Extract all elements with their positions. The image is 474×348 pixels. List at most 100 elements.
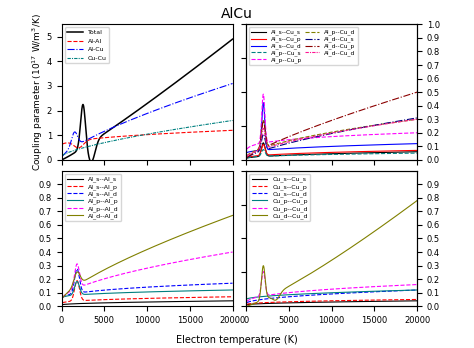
Cu-Cu	[60, 153, 65, 157]
Cu_p--Cu_p	[414, 288, 420, 292]
Al_s--Al_p	[142, 296, 148, 301]
Cu_d--Cu_d	[409, 202, 415, 206]
Al_s--Cu_d	[322, 144, 328, 149]
Al_s--Al_d	[225, 281, 230, 285]
Cu_s--Cu_s	[410, 299, 415, 303]
Al_s--Cu_s	[244, 156, 250, 160]
Cu_s--Cu_p	[410, 298, 415, 302]
Cu_d--Cu_d	[244, 304, 250, 308]
Line: Cu_d--Cu_d: Cu_d--Cu_d	[247, 200, 417, 306]
Al_p--Cu_d	[322, 131, 328, 135]
Line: Al_s--Cu_s: Al_s--Cu_s	[247, 143, 417, 158]
Al_p--Cu_d	[410, 118, 415, 122]
Al_s--Al_s	[138, 300, 144, 304]
Al_s--Cu_d	[244, 150, 250, 155]
Total	[225, 41, 230, 45]
Text: Electron temperature (K): Electron temperature (K)	[176, 334, 298, 345]
Al_p--Al_d	[60, 295, 65, 300]
Cu_d--Cu_d	[253, 301, 259, 305]
Al_p--Cu_p	[253, 142, 259, 147]
Al_p--Al_d	[138, 268, 144, 272]
Al_p--Cu_s	[261, 148, 266, 152]
Cu_p--Cu_p	[244, 297, 250, 301]
Al-Cu	[225, 83, 230, 87]
Legend: Cu_s--Cu_s, Cu_s--Cu_p, Cu_s--Cu_d, Cu_p--Cu_p, Cu_p--Cu_d, Cu_d--Cu_d: Cu_s--Cu_s, Cu_s--Cu_p, Cu_s--Cu_d, Cu_p…	[249, 174, 310, 221]
Al_d--Cu_s	[410, 117, 415, 121]
Cu-Cu	[68, 149, 74, 153]
Al_p--Al_d	[68, 288, 74, 292]
Cu_s--Cu_d	[244, 300, 250, 304]
Al_d--Cu_s	[327, 132, 333, 136]
Al_p--Al_p	[60, 295, 65, 299]
Al_p--Al_p	[138, 290, 144, 294]
Cu_s--Cu_d	[322, 292, 328, 296]
Al-Cu	[225, 83, 230, 87]
Al_d--Cu_d	[409, 118, 415, 122]
Line: Al_p--Al_p: Al_p--Al_p	[63, 282, 233, 297]
Al_p--Cu_d	[414, 117, 420, 121]
Al_p--Cu_s	[414, 151, 420, 155]
Al_s--Al_s	[68, 302, 74, 306]
Al_p--Al_p	[68, 293, 74, 297]
Line: Cu_p--Cu_p: Cu_p--Cu_p	[247, 290, 417, 299]
Al_d--Al_d	[230, 213, 236, 218]
Al_d--Cu_d	[378, 122, 384, 127]
Al_p--Al_p	[193, 288, 199, 293]
Line: Al_s--Al_s: Al_s--Al_s	[63, 301, 233, 304]
Al-Al	[60, 142, 65, 146]
Al_s--Cu_d	[253, 149, 259, 153]
Al_p--Cu_s	[378, 151, 384, 156]
Al_p--Al_p	[74, 279, 80, 284]
Al-Al	[193, 130, 199, 134]
Al-Al	[68, 142, 74, 146]
Al_d--Cu_d	[410, 118, 415, 122]
Cu_d--Cu_d	[322, 262, 328, 267]
Line: Cu_s--Cu_s: Cu_s--Cu_s	[247, 301, 417, 304]
Al_s--Al_d	[74, 267, 80, 271]
Cu_p--Cu_d	[322, 287, 328, 292]
Al_p--Cu_d	[327, 130, 333, 135]
Cu_s--Cu_p	[322, 299, 328, 303]
Cu_p--Cu_d	[410, 283, 415, 287]
Al_s--Al_p	[225, 295, 230, 299]
Cu_p--Cu_d	[410, 283, 415, 287]
Line: Al_d--Cu_d: Al_d--Cu_d	[247, 119, 417, 156]
Al_d--Cu_d	[327, 131, 333, 135]
Cu_s--Cu_s	[378, 299, 384, 303]
Al_p--Cu_s	[410, 151, 415, 155]
Line: Al_s--Cu_d: Al_s--Cu_d	[247, 103, 417, 152]
Total	[230, 37, 236, 41]
Cu_p--Cu_p	[322, 291, 328, 295]
Al-Cu	[138, 114, 144, 118]
Line: Cu_p--Cu_d: Cu_p--Cu_d	[247, 271, 417, 301]
Cu_s--Cu_p	[253, 301, 259, 305]
Al_p--Cu_d	[244, 153, 250, 158]
Al_p--Cu_p	[410, 131, 415, 135]
Total	[225, 41, 230, 45]
Al_s--Al_s	[142, 300, 148, 304]
Al-Al	[142, 133, 148, 137]
Al_s--Al_p	[230, 295, 236, 299]
Cu_d--Cu_d	[410, 202, 415, 206]
Cu_p--Cu_p	[409, 288, 415, 292]
Line: Al_d--Cu_p: Al_d--Cu_p	[247, 92, 417, 158]
Al_p--Al_p	[225, 288, 230, 292]
Al_p--Al_d	[193, 256, 199, 260]
Cu_s--Cu_p	[378, 298, 384, 302]
Cu_s--Cu_p	[414, 298, 420, 302]
Legend: Al_s--Cu_s, Al_s--Cu_p, Al_s--Cu_d, Al_p--Cu_s, Al_p--Cu_p, Al_p--Cu_d, Al_d--Cu: Al_s--Cu_s, Al_s--Cu_p, Al_s--Cu_d, Al_p…	[249, 27, 358, 65]
Al_p--Al_d	[142, 267, 148, 271]
Line: Al-Al: Al-Al	[63, 130, 233, 148]
Al_p--Al_d	[225, 251, 230, 255]
Line: Cu_s--Cu_p: Cu_s--Cu_p	[247, 300, 417, 304]
Al-Al	[225, 128, 230, 133]
Al_d--Al_d	[225, 215, 230, 219]
Al_d--Cu_d	[414, 117, 420, 121]
Al_s--Cu_s	[410, 150, 415, 154]
Cu_s--Cu_d	[378, 290, 384, 294]
Cu_s--Cu_d	[410, 288, 415, 292]
Line: Al-Cu: Al-Cu	[63, 84, 233, 156]
Cu_p--Cu_p	[410, 288, 415, 292]
Al_s--Cu_p	[261, 142, 266, 147]
Line: Al_s--Cu_p: Al_s--Cu_p	[247, 144, 417, 158]
